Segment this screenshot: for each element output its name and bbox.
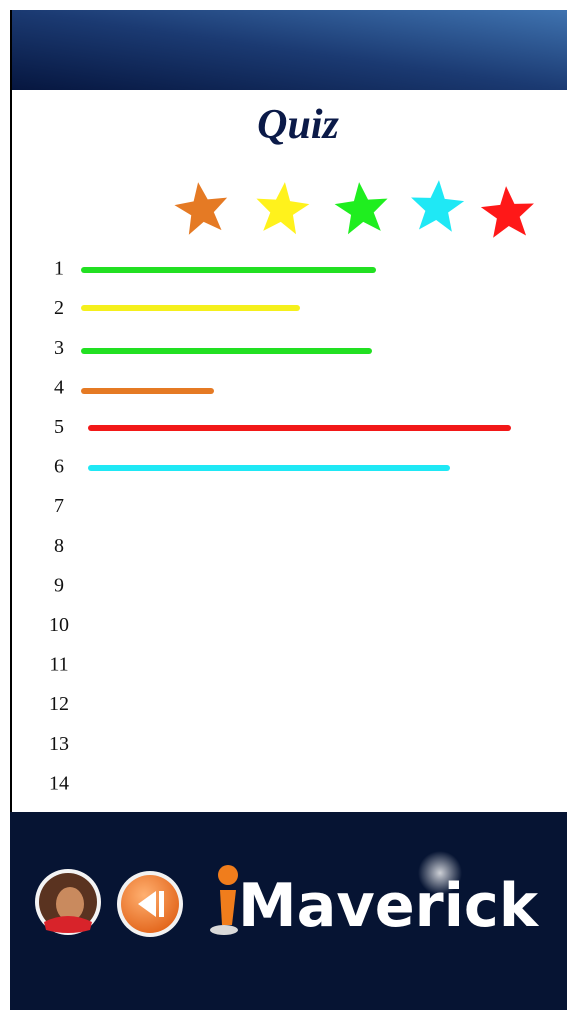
row-number: 4: [54, 376, 64, 398]
logo-figure-head: [218, 865, 238, 885]
back-bar: [159, 891, 164, 917]
row-number: 13: [49, 733, 69, 755]
header-bar: [10, 10, 567, 90]
row-number: 11: [49, 654, 68, 676]
avatar-button[interactable]: [35, 869, 101, 935]
row-number: 7: [54, 495, 64, 517]
logo-figure-body: [220, 890, 236, 925]
logo-glow: [418, 851, 462, 895]
row-number: 5: [54, 416, 64, 438]
footer-bar: [10, 812, 567, 1010]
row-number: 14: [49, 772, 69, 794]
score-bars: [81, 267, 511, 471]
row-number: 2: [54, 297, 64, 319]
row-number: 12: [49, 693, 69, 715]
row-number: 9: [54, 574, 64, 596]
quiz-title: Quiz: [257, 102, 339, 148]
avatar-shirt: [44, 916, 92, 933]
logo-text: Maverick: [238, 871, 540, 941]
row-number: 10: [49, 614, 69, 636]
avatar-face: [56, 887, 84, 921]
row-number: 1: [54, 258, 64, 280]
logo-figure-base: [210, 925, 238, 935]
back-button[interactable]: [117, 871, 183, 937]
row-number: 6: [54, 456, 64, 478]
back-arrow: [138, 891, 156, 917]
logo: Maverick: [210, 851, 540, 941]
row-number: 3: [54, 337, 64, 359]
row-number: 8: [54, 535, 64, 557]
